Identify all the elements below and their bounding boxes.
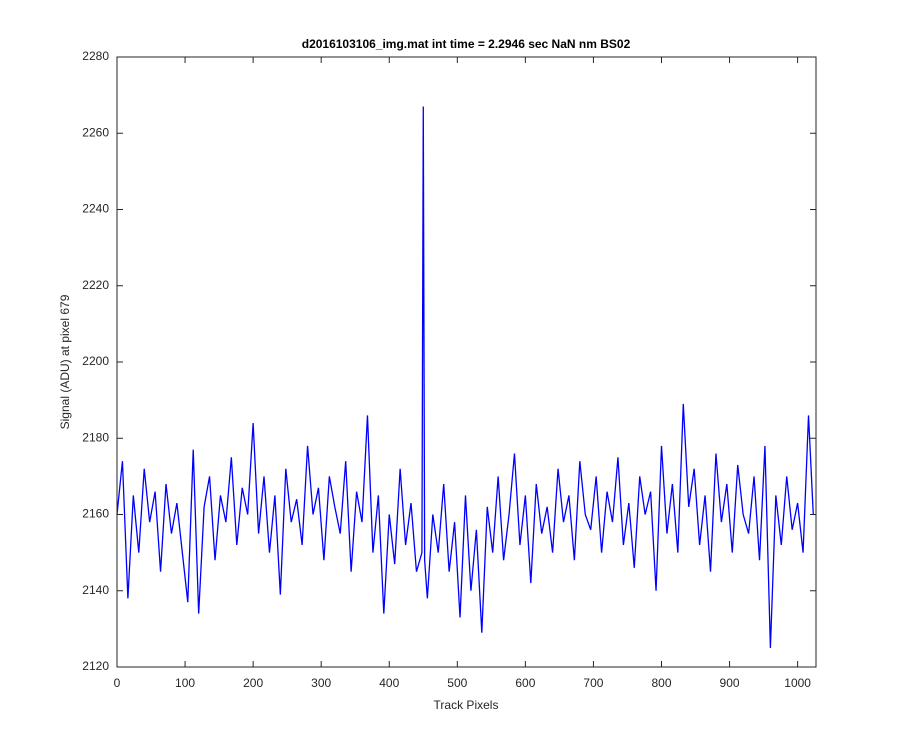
y-tick-label: 2200 xyxy=(82,354,109,368)
x-axis-label: Track Pixels xyxy=(434,698,499,712)
x-tick-label: 700 xyxy=(583,676,603,690)
y-tick-label: 2240 xyxy=(82,202,109,216)
x-tick-label: 100 xyxy=(175,676,195,690)
chart-title: d2016103106_img.mat int time = 2.2946 se… xyxy=(302,37,631,51)
y-tick-label: 2160 xyxy=(82,507,109,521)
x-tick-label: 200 xyxy=(243,676,263,690)
y-tick-label: 2180 xyxy=(82,430,109,444)
data-line xyxy=(116,106,814,648)
y-axis-label: Signal (ADU) at pixel 679 xyxy=(58,294,72,429)
x-tick-label: 0 xyxy=(114,676,121,690)
x-tick-label: 1000 xyxy=(784,676,811,690)
y-tick-label: 2120 xyxy=(82,659,109,673)
y-tick-label: 2140 xyxy=(82,583,109,597)
x-tick-label: 900 xyxy=(720,676,740,690)
y-tick-label: 2280 xyxy=(82,49,109,63)
x-tick-label: 800 xyxy=(651,676,671,690)
y-tick-label: 2220 xyxy=(82,278,109,292)
x-tick-label: 300 xyxy=(311,676,331,690)
axes-box xyxy=(116,56,817,668)
y-tick-label: 2260 xyxy=(82,125,109,139)
x-tick-label: 500 xyxy=(447,676,467,690)
x-tick-label: 600 xyxy=(515,676,535,690)
x-tick-label: 400 xyxy=(379,676,399,690)
